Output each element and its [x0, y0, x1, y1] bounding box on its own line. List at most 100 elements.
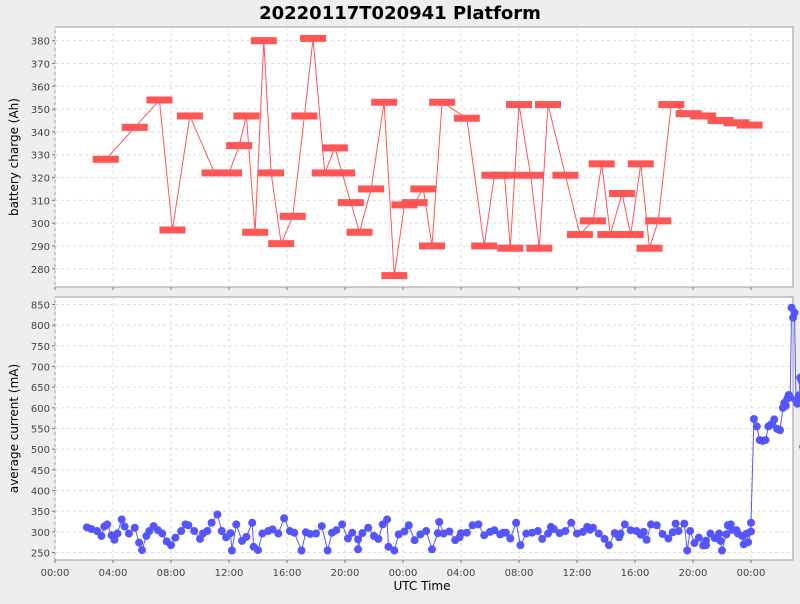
current-point [516, 541, 525, 550]
current-point [317, 522, 326, 531]
charge-point [723, 119, 750, 127]
current-point [203, 527, 212, 536]
current-point [280, 514, 289, 523]
current-point [594, 529, 603, 538]
current-point [364, 523, 373, 532]
current-point [480, 531, 489, 540]
charge-point [517, 171, 544, 179]
charge-point [526, 244, 553, 252]
current-point [274, 529, 283, 538]
current-y-tick-label: 300 [31, 528, 50, 539]
charge-point [453, 114, 480, 122]
current-point [232, 520, 241, 529]
current-y-tick-label: 400 [31, 487, 50, 498]
current-point [332, 526, 341, 535]
current-y-axis-label: average current (mA) [7, 364, 21, 493]
charge-y-tick-label: 290 [31, 242, 50, 253]
current-point [744, 538, 753, 547]
charge-y-tick-label: 320 [31, 174, 50, 185]
charge-y-tick-label: 330 [31, 151, 50, 162]
current-point [383, 515, 392, 524]
current-point [410, 536, 419, 545]
current-point [254, 546, 262, 555]
current-point [213, 510, 222, 519]
current-point [435, 517, 444, 526]
current-point [348, 528, 357, 537]
charge-point [233, 112, 260, 120]
current-point [404, 521, 413, 530]
current-point [117, 515, 126, 524]
current-point [749, 414, 758, 423]
charge-point [491, 171, 518, 179]
charge-point [242, 228, 269, 236]
current-point [715, 529, 724, 538]
x-tick-label: 12:00 [215, 568, 244, 579]
current-point [226, 529, 235, 538]
current-point [652, 521, 661, 530]
current-point [433, 529, 442, 538]
current-point [702, 541, 711, 550]
current-point [790, 308, 799, 317]
current-y-tick-label: 650 [31, 383, 50, 394]
current-point [268, 525, 277, 534]
current-point [680, 519, 689, 528]
charge-point [506, 101, 532, 109]
current-point [138, 546, 146, 555]
current-point [428, 545, 436, 554]
current-point [658, 529, 667, 538]
current-point [538, 534, 547, 543]
charge-point [401, 199, 428, 207]
x-tick-label: 20:00 [331, 568, 360, 579]
current-point [588, 523, 597, 532]
current-point [686, 527, 695, 536]
current-point [747, 527, 755, 536]
charge-point [121, 123, 148, 131]
x-tick-label: 00:00 [41, 568, 70, 579]
x-tick-label: 16:00 [621, 568, 650, 579]
current-y-tick-label: 850 [31, 300, 50, 311]
charge-point [311, 169, 338, 177]
current-y-tick-label: 500 [31, 445, 50, 456]
charge-point [707, 117, 734, 125]
current-point [776, 426, 784, 435]
charge-point [471, 242, 498, 250]
current-point [338, 520, 347, 529]
current-point [694, 533, 703, 542]
charge-point [675, 110, 702, 118]
current-point [533, 527, 542, 536]
charge-point [159, 226, 186, 234]
charge-point [250, 37, 277, 45]
x-tick-label: 20:00 [679, 568, 708, 579]
current-point [384, 542, 393, 551]
current-point [207, 518, 216, 527]
current-point [177, 527, 186, 536]
current-point [171, 533, 180, 542]
x-tick-label: 04:00 [447, 568, 476, 579]
charge-point [429, 98, 456, 106]
current-point [354, 545, 363, 554]
current-point [690, 539, 699, 548]
current-point [390, 546, 399, 555]
charge-point [736, 121, 763, 129]
current-point [747, 518, 755, 527]
current-point [506, 534, 515, 543]
current-point [674, 527, 683, 536]
current-point [671, 519, 680, 528]
current-panel: 00:00 04:00 08:00 12:00 16:00 20:00 00:00 04:00… [7, 296, 800, 579]
charge-y-tick-label: 340 [31, 128, 50, 139]
charge-point [291, 112, 318, 120]
current-y-tick-label: 250 [31, 549, 50, 560]
charge-point [645, 217, 672, 225]
charge-point [552, 171, 579, 179]
current-point [306, 529, 315, 538]
charge-point [579, 217, 606, 225]
charge-panel: 280 290 300 310 320 330 340 350 360 370 380 battery… [7, 26, 794, 290]
charge-point [636, 244, 663, 252]
chart-title: 20220117T020941 Platform [259, 3, 541, 24]
charge-point [358, 185, 385, 193]
current-point [683, 546, 692, 555]
x-tick-label: 08:00 [157, 568, 186, 579]
current-point [797, 377, 800, 385]
current-point [374, 534, 383, 543]
